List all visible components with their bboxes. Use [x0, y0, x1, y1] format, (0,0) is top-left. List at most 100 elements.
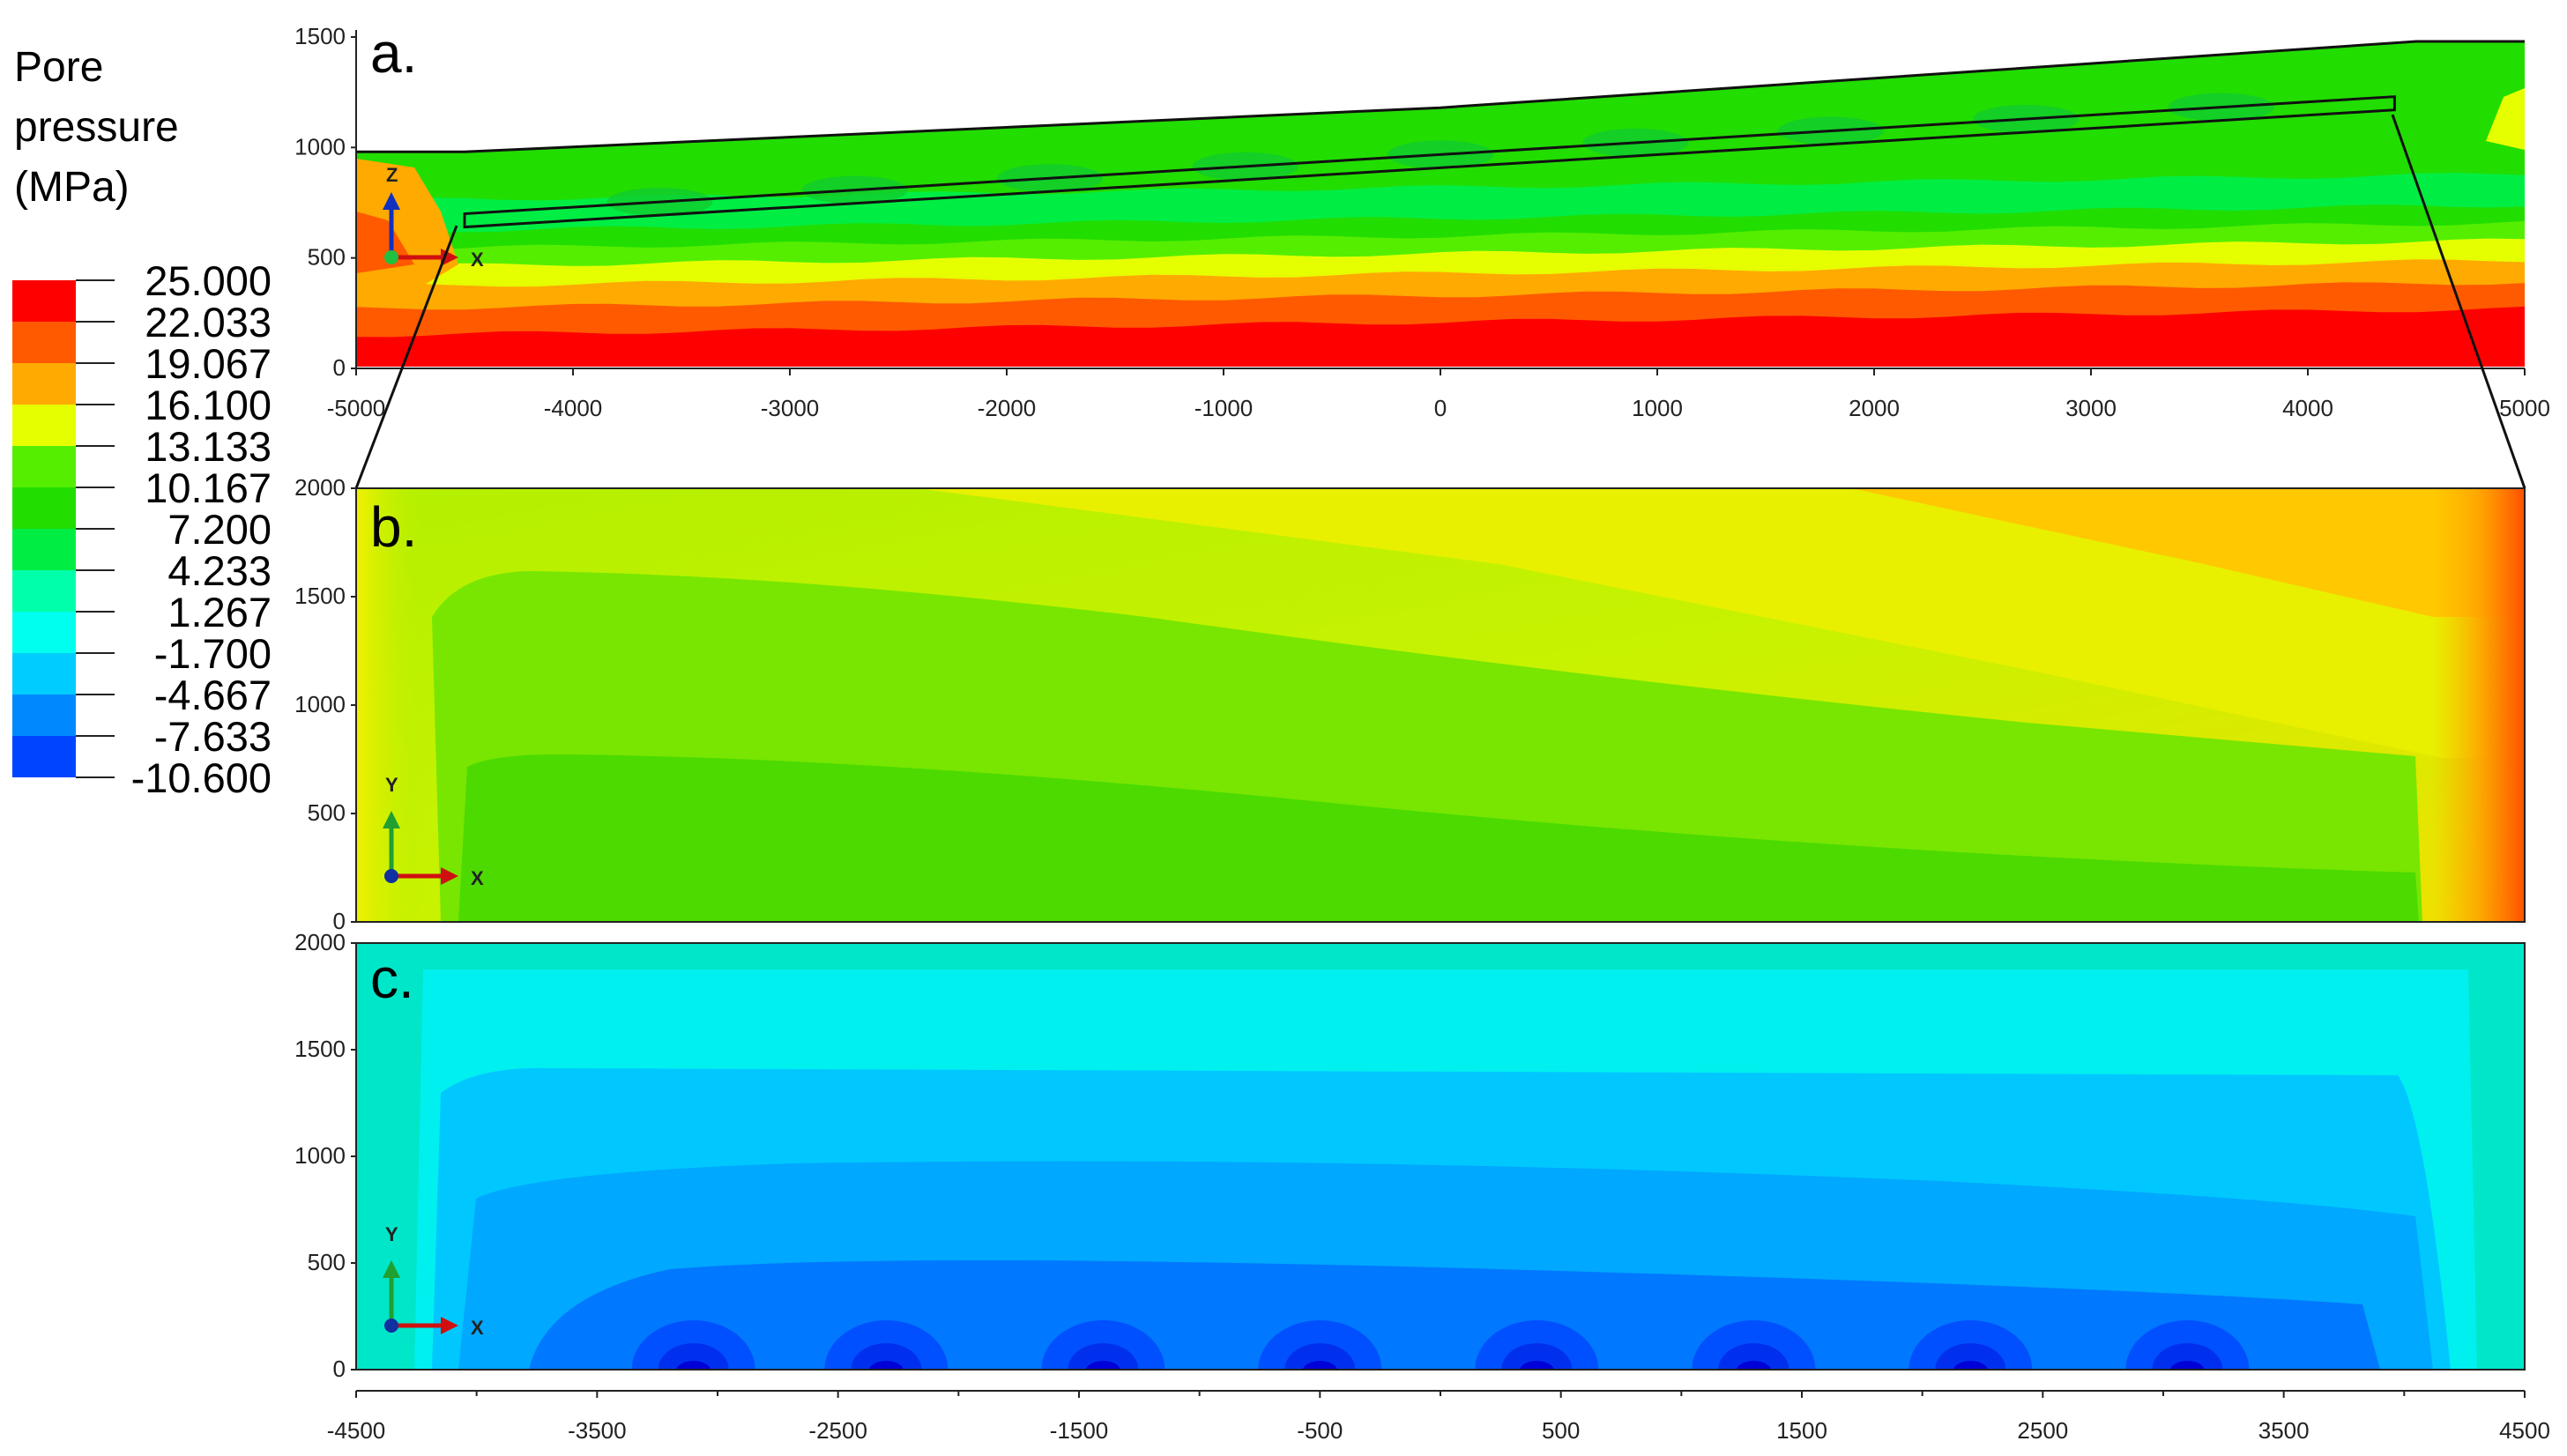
- legend-swatch: [12, 446, 76, 487]
- panel-c-x-tick-label: -1500: [1050, 1417, 1109, 1444]
- legend-value-label: 13.133: [145, 423, 272, 470]
- legend-value-label: 22.033: [145, 299, 272, 345]
- panel-c-spot-core: [1736, 1361, 1772, 1370]
- legend-value-label: 19.067: [145, 340, 272, 387]
- legend-value-label: 25.000: [145, 257, 272, 304]
- panel-c-spot-core: [1953, 1361, 1989, 1370]
- panel-c-x-tick-label: 2500: [2017, 1417, 2068, 1444]
- panel-c-triad-vertical-label: Y: [385, 1223, 398, 1245]
- panel-a-label: a.: [370, 21, 417, 85]
- panel-b-triad-horizontal-label: X: [471, 867, 484, 889]
- panel-a-x-tick-label: -1000: [1194, 395, 1254, 421]
- panel-c-spot-inner: [1501, 1343, 1573, 1370]
- panel-b-triad-vertical-label: Y: [385, 774, 398, 796]
- panel-c-x-tick-label: -2500: [808, 1417, 867, 1444]
- panel-c-spot-core: [868, 1361, 904, 1370]
- legend-title-line-3: (MPa): [14, 164, 130, 211]
- inset-connector-right: [2391, 114, 2526, 489]
- panel-c-spot-inner: [2152, 1343, 2223, 1370]
- panel-a-top-surface: [356, 40, 2525, 153]
- panel-c-spot-core: [1519, 1361, 1555, 1370]
- panel-a-x-tick-label: 4000: [2282, 395, 2333, 421]
- panel-a-x-tick-label: -4000: [544, 395, 603, 421]
- panel-c-label: c.: [370, 947, 414, 1010]
- panel-a-x-tick-label: 2000: [1849, 395, 1900, 421]
- panel-b-upper-yellow-band: [917, 488, 2525, 758]
- legend-swatch: [12, 612, 76, 653]
- panel-a-x-tick-label: -5000: [327, 395, 386, 421]
- panel-c: 0 500 1000 1500 2000 -4500 -3500 -2500 -1500 -50…: [294, 929, 2550, 1444]
- legend-value-label: -10.600: [131, 754, 272, 801]
- panel-c-spot-core: [1085, 1361, 1121, 1370]
- legend-swatch: [12, 653, 76, 695]
- inset-connector-left: [354, 225, 458, 489]
- panel-c-x-tick-label: 4500: [2499, 1417, 2550, 1444]
- legend-swatch: [12, 322, 76, 363]
- panel-a-inset-outline: [463, 95, 2396, 229]
- panel-b-y-tick-label: 1000: [294, 691, 346, 717]
- panel-a-x-tick-label: 0: [1434, 395, 1447, 421]
- panel-b-low-green-region: [458, 754, 2419, 922]
- legend-swatch: [12, 736, 76, 777]
- panel-c-spot-core: [675, 1361, 711, 1370]
- panel-c-spot-inner: [1284, 1343, 1356, 1370]
- legend-title-line-2: pressure: [14, 104, 179, 151]
- panel-c-spot-inner: [1718, 1343, 1789, 1370]
- panel-c-x-tick-label: 1500: [1776, 1417, 1827, 1444]
- panel-c-y-tick-label: 500: [308, 1249, 346, 1275]
- legend-value-label: 1.267: [167, 589, 272, 635]
- panel-c-triad-horizontal-label: X: [471, 1317, 484, 1339]
- panel-a-y-tick-label: 0: [333, 354, 346, 381]
- legend-value-label: 16.100: [145, 382, 272, 428]
- legend-swatch: [12, 529, 76, 570]
- legend-value-label: -1.700: [154, 630, 272, 677]
- legend-swatch: [12, 487, 76, 529]
- color-legend: Pore pressure (MPa) 25.00022.03319.06716…: [12, 44, 272, 801]
- panel-a-x-tick-label: -2000: [978, 395, 1037, 421]
- panel-c-x-tick-label: 3500: [2258, 1417, 2310, 1444]
- panel-a-x-tick-label: 5000: [2499, 395, 2550, 421]
- panel-a-axis-triad: Z X: [383, 164, 484, 271]
- panel-a-contour-band: [356, 306, 2525, 367]
- panel-b-y-tick-label: 2000: [294, 474, 346, 501]
- legend-swatch: [12, 363, 76, 405]
- panel-b-y-tick-label: 500: [308, 799, 346, 826]
- legend-value-label: 4.233: [167, 547, 272, 594]
- legend-swatch: [12, 405, 76, 446]
- legend-swatch: [12, 695, 76, 736]
- panel-c-y-tick-label: 1500: [294, 1036, 346, 1062]
- panel-b-y-tick-label: 1500: [294, 583, 346, 609]
- panel-a-y-tick-label: 1500: [294, 23, 346, 49]
- panel-c-spot-inner: [1068, 1343, 1139, 1370]
- panel-c-spot-inner: [1935, 1343, 2006, 1370]
- legend-value-label: 7.200: [167, 506, 272, 553]
- panel-b-upper-orange-band: [1851, 488, 2525, 617]
- panel-a-x-tick-label: 1000: [1632, 395, 1683, 421]
- panel-b-label: b.: [370, 495, 417, 559]
- panel-a: 0 500 1000 1500 -5000 -4000 -3000 -2000 -1000 0 1…: [294, 21, 2550, 421]
- legend-value-label: -7.633: [154, 713, 272, 760]
- panel-c-y-tick-label: 2000: [294, 929, 346, 955]
- panel-a-x-tick-label: -3000: [761, 395, 820, 421]
- legend-value-label: -4.667: [154, 672, 272, 718]
- panel-a-contour-blobs: [606, 93, 2274, 217]
- panel-c-spot-core: [1302, 1361, 1338, 1370]
- panel-c-lower-blue-region: [529, 1260, 2380, 1370]
- panel-c-axis-triad: Y X: [383, 1223, 484, 1339]
- panel-c-x-tick-label: 500: [1542, 1417, 1580, 1444]
- panel-b: 0 500 1000 1500 2000 b. Y X: [294, 474, 2526, 934]
- panel-c-y-tick-label: 0: [333, 1356, 346, 1382]
- panel-a-y-tick-label: 500: [308, 244, 346, 271]
- panel-c-x-tick-label: -500: [1297, 1417, 1343, 1444]
- panel-b-axis-triad: Y X: [383, 774, 484, 889]
- panel-a-y-tick-label: 1000: [294, 133, 346, 160]
- panel-a-triad-horizontal-label: X: [471, 249, 484, 271]
- panel-a-x-tick-label: 3000: [2065, 395, 2117, 421]
- panel-b-right-edge: [2433, 488, 2525, 922]
- legend-swatch: [12, 570, 76, 612]
- legend-swatch: [12, 280, 76, 322]
- panel-c-x-tick-label: -4500: [327, 1417, 386, 1444]
- panel-c-x-tick-label: -3500: [568, 1417, 627, 1444]
- panel-a-right-edge-region: [2486, 88, 2525, 150]
